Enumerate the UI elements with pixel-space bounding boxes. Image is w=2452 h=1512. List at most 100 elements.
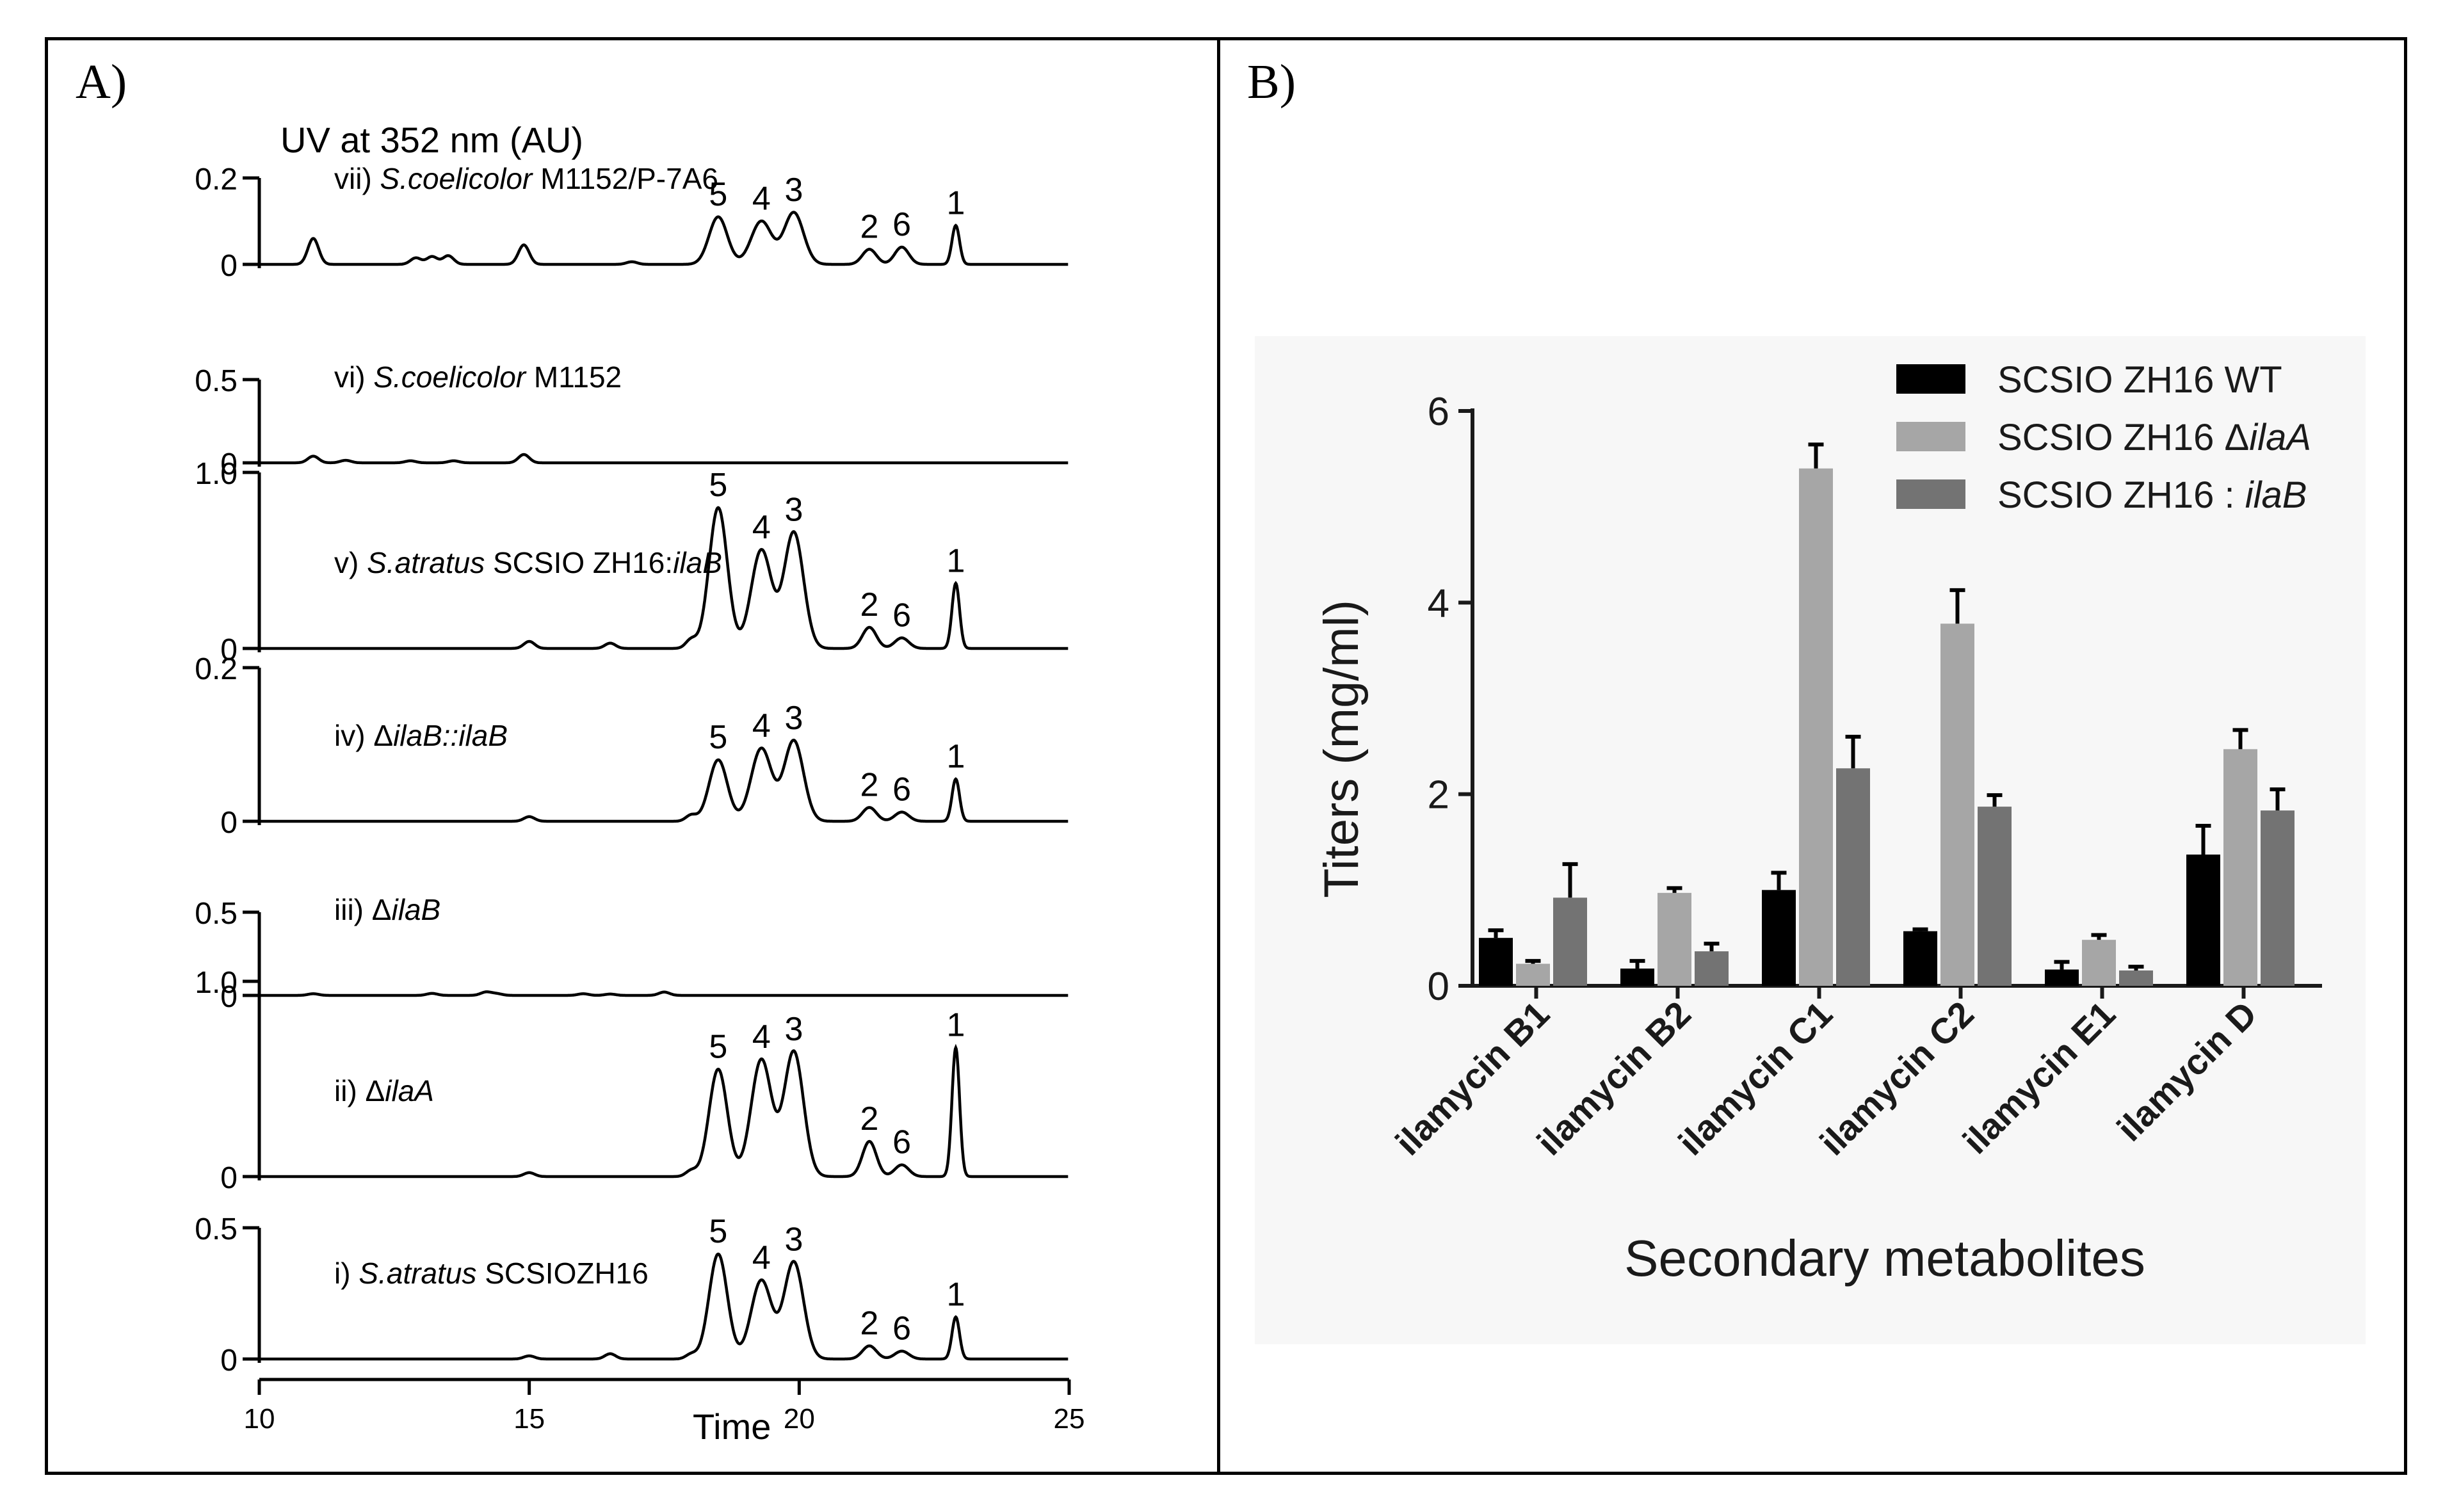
peak-label-1: 1 — [946, 542, 965, 579]
legend-label-2: SCSIO ZH16 : ilaB — [1997, 474, 2307, 516]
bar-ilamycin-e1-series-1 — [2082, 940, 2116, 986]
bar-x-axis-label: Secondary metabolites — [1624, 1230, 2145, 1287]
legend-label-1: SCSIO ZH16 ΔilaA — [1997, 417, 2311, 458]
bar-ilamycin-b1-series-1 — [1516, 963, 1550, 986]
bar-y-tick-label: 6 — [1428, 390, 1449, 434]
category-label: ilamycin C2 — [1812, 993, 1981, 1163]
bar-ilamycin-d-series-2 — [2261, 810, 2295, 986]
trace-line — [259, 1043, 1069, 1178]
peak-label-6: 6 — [892, 1124, 911, 1161]
bar-ilamycin-c1-series-2 — [1836, 768, 1870, 986]
y-tick-label-zero: 0 — [220, 1161, 238, 1195]
bar-ilamycin-b2-series-0 — [1620, 969, 1654, 986]
trace-i: i) S.atratus SCSIOZH16 54 3 2 61 — [259, 1213, 1069, 1361]
panel-b-frame — [1217, 37, 2407, 1475]
peak-label-3: 3 — [784, 492, 803, 529]
trace-line — [259, 738, 1069, 823]
y-tick-label-zero: 0 — [220, 249, 238, 283]
time-axis-label: Time — [693, 1406, 771, 1447]
peak-label-6: 6 — [892, 1310, 911, 1347]
peak-label-6: 6 — [892, 597, 911, 634]
peak-label-3: 3 — [784, 1221, 803, 1258]
y-tick-label-top: 0.2 — [195, 163, 238, 197]
peak-label-2: 2 — [860, 208, 879, 245]
trace-label: ii) ΔilaA — [334, 1074, 434, 1107]
bar-ilamycin-c2-series-2 — [1978, 807, 2012, 986]
peak-label-4: 4 — [752, 1239, 771, 1276]
peak-label-5: 5 — [709, 1028, 727, 1065]
panel-b-label: B) — [1247, 55, 1296, 109]
trace-line — [259, 990, 1069, 997]
y-tick-label-top: 0.2 — [195, 652, 238, 686]
peak-label-6: 6 — [892, 771, 911, 808]
trace-label: iii) ΔilaB — [334, 893, 440, 926]
legend-label-0: SCSIO ZH16 WT — [1997, 359, 2282, 401]
trace-line — [259, 453, 1069, 465]
x-tick-label: 15 — [513, 1403, 545, 1435]
bar-ilamycin-e1-series-0 — [2045, 969, 2079, 986]
peak-label-4: 4 — [752, 1018, 771, 1056]
trace-ii: ii) ΔilaA 5 4 3 26 1 — [259, 1007, 1069, 1178]
legend-swatch-0 — [1896, 364, 1965, 394]
bar-ilamycin-c1-series-0 — [1762, 890, 1796, 986]
y-tick-label-zero: 0 — [220, 1344, 238, 1378]
peak-label-2: 2 — [860, 1100, 879, 1138]
bar-ilamycin-b1-series-2 — [1553, 897, 1587, 986]
x-tick-label: 10 — [244, 1403, 275, 1435]
bar-ilamycin-e1-series-2 — [2119, 970, 2153, 986]
y-tick-label-top: 0.5 — [195, 364, 238, 398]
trace-v: v) S.atratus SCSIO ZH16:ilaB 54 3 2 61 — [259, 467, 1069, 650]
peak-label-1: 1 — [946, 1276, 965, 1313]
y-tick-label-zero: 0 — [220, 633, 238, 667]
bar-ilamycin-c1-series-1 — [1799, 468, 1833, 986]
y-tick-label-zero: 0 — [220, 806, 238, 840]
legend-swatch-1 — [1896, 422, 1965, 451]
peak-label-5: 5 — [709, 467, 727, 504]
peak-label-2: 2 — [860, 766, 879, 803]
y-tick-label-top: 1.0 — [195, 457, 238, 491]
y-tick-label-zero: 0 — [220, 447, 238, 481]
peak-label-3: 3 — [784, 1011, 803, 1048]
category-label: ilamycin E1 — [1955, 993, 2123, 1161]
uv-axis-label: UV at 352 nm (AU) — [280, 120, 583, 160]
trace-label: i) S.atratus SCSIOZH16 — [334, 1257, 649, 1290]
peak-label-1: 1 — [946, 184, 965, 221]
peak-label-2: 2 — [860, 1305, 879, 1342]
bar-y-tick-label: 0 — [1428, 965, 1449, 1009]
trace-vi: vi) S.coelicolor M1152 — [259, 360, 1069, 465]
trace-label: iv) ΔilaB::ilaB — [334, 719, 508, 752]
peak-label-4: 4 — [752, 707, 771, 744]
peak-label-4: 4 — [752, 181, 771, 218]
chromatogram-y-axis: 0.200.501.000.200.501.000.50 — [195, 163, 261, 1378]
bar-y-axis-label: Titers (mg/ml) — [1314, 600, 1369, 898]
peak-label-6: 6 — [892, 206, 911, 243]
trace-line — [259, 211, 1069, 266]
trace-line — [259, 1252, 1069, 1361]
peak-label-3: 3 — [784, 172, 803, 209]
bar-ilamycin-d-series-0 — [2186, 854, 2220, 986]
legend-swatch-2 — [1896, 479, 1965, 509]
bar-chart-bars — [1479, 442, 2295, 986]
panel-a-label: A) — [76, 55, 127, 109]
y-tick-label-top: 1.0 — [195, 966, 238, 1000]
category-label: ilamycin D — [2109, 993, 2264, 1149]
trace-label: vii) S.coelicolor M1152/P-7A6 — [334, 162, 718, 195]
trace-iv: iv) ΔilaB::ilaB 5 4 32 61 — [259, 700, 1069, 823]
trace-label: vi) S.coelicolor M1152 — [334, 360, 622, 394]
chromatogram-x-axis: 10 15 20 25 — [244, 1378, 1085, 1435]
bar-ilamycin-b2-series-1 — [1658, 892, 1691, 986]
bar-chart-legend: SCSIO ZH16 WT SCSIO ZH16 ΔilaA SCSIO ZH16 … — [1896, 359, 2311, 516]
y-tick-label-top: 0.5 — [195, 1212, 238, 1246]
peak-label-5: 5 — [709, 1213, 727, 1250]
trace-line — [259, 506, 1069, 650]
bar-ilamycin-b1-series-0 — [1479, 938, 1513, 986]
y-tick-label-top: 0.5 — [195, 897, 238, 931]
bar-ilamycin-c2-series-0 — [1903, 931, 1937, 986]
bar-y-tick-label: 2 — [1428, 773, 1449, 817]
x-tick-label: 20 — [784, 1403, 815, 1435]
trace-label: v) S.atratus SCSIO ZH16:ilaB — [334, 546, 722, 579]
